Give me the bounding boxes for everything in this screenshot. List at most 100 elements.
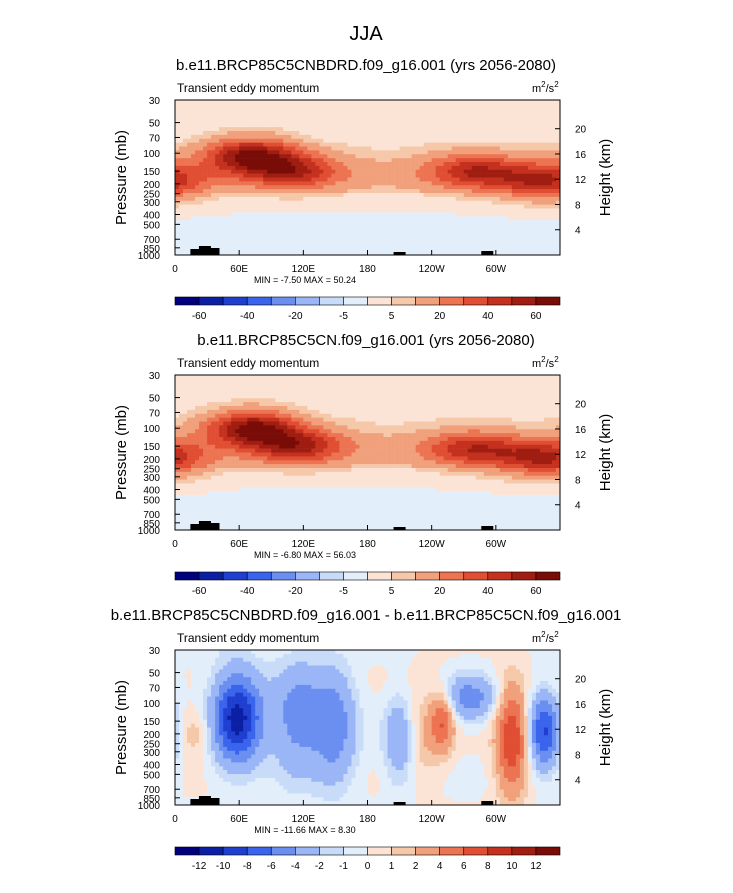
heatmap-cell <box>299 135 303 139</box>
heatmap-cell <box>339 100 343 104</box>
heatmap-cell <box>331 170 335 174</box>
heatmap-cell <box>456 143 460 147</box>
heatmap-cell <box>363 112 367 116</box>
heatmap-cell <box>396 193 400 197</box>
heatmap-cell <box>227 220 231 224</box>
heatmap-cell <box>267 205 271 209</box>
heatmap-cell <box>311 139 315 143</box>
heatmap-cell <box>183 224 187 228</box>
heatmap-cell <box>420 181 424 185</box>
heatmap-cell <box>464 232 468 236</box>
heatmap-cell <box>195 391 199 395</box>
heatmap-cell <box>187 174 191 178</box>
heatmap-cell <box>544 178 548 182</box>
heatmap-cell <box>468 135 472 139</box>
heatmap-cell <box>412 232 416 236</box>
heatmap-cell <box>271 209 275 213</box>
heatmap-cell <box>476 189 480 193</box>
heatmap-cell <box>368 131 372 135</box>
topography-mark <box>481 251 493 255</box>
heatmap-cell <box>187 507 191 511</box>
heatmap-cell <box>380 189 384 193</box>
heatmap-cell <box>400 232 404 236</box>
heatmap-cell <box>396 119 400 123</box>
heatmap-cell <box>412 166 416 170</box>
heatmap-cell <box>307 247 311 251</box>
heatmap-cell <box>239 205 243 209</box>
heatmap-cell <box>187 406 191 410</box>
heatmap-cell <box>416 209 420 213</box>
heatmap-cell <box>187 181 191 185</box>
heatmap-cell <box>215 402 219 406</box>
heatmap-cell <box>195 453 199 457</box>
heatmap-cell <box>496 209 500 213</box>
heatmap-cell <box>219 453 223 457</box>
heatmap-cell <box>311 243 315 247</box>
heatmap-cell <box>299 108 303 112</box>
heatmap-cell <box>255 456 259 460</box>
heatmap-cell <box>191 154 195 158</box>
heatmap-cell <box>283 139 287 143</box>
heatmap-cell <box>243 224 247 228</box>
heatmap-cell <box>472 135 476 139</box>
heatmap-cell <box>267 201 271 205</box>
heatmap-cell <box>243 491 247 495</box>
heatmap-cell <box>359 143 363 147</box>
heatmap-cell <box>259 143 263 147</box>
heatmap-cell <box>243 216 247 220</box>
heatmap-cell <box>380 193 384 197</box>
heatmap-cell <box>436 127 440 131</box>
heatmap-cell <box>400 116 404 120</box>
heatmap-cell <box>351 228 355 232</box>
heatmap-cell <box>275 247 279 251</box>
heatmap-cell <box>175 418 179 422</box>
heatmap-cell <box>396 116 400 120</box>
heatmap-cell <box>251 189 255 193</box>
heatmap-cell <box>368 201 372 205</box>
heatmap-cell <box>259 166 263 170</box>
heatmap-cell <box>247 143 251 147</box>
heatmap-cell <box>359 212 363 216</box>
heatmap-cell <box>536 216 540 220</box>
heatmap-cell <box>187 236 191 240</box>
heatmap-cell <box>339 135 343 139</box>
heatmap-cell <box>372 216 376 220</box>
heatmap-cell <box>548 116 552 120</box>
heatmap-cell <box>460 158 464 162</box>
heatmap-cell <box>416 139 420 143</box>
heatmap-cell <box>472 131 476 135</box>
heatmap-cell <box>552 243 556 247</box>
heatmap-cell <box>223 472 227 476</box>
heatmap-cell <box>464 197 468 201</box>
heatmap-cell <box>179 464 183 468</box>
heatmap-cell <box>235 108 239 112</box>
heatmap-cell <box>424 236 428 240</box>
heatmap-cell <box>335 135 339 139</box>
heatmap-cell <box>275 515 279 519</box>
heatmap-cell <box>291 205 295 209</box>
heatmap-cell <box>215 116 219 120</box>
heatmap-cell <box>440 108 444 112</box>
heatmap-cell <box>388 228 392 232</box>
heatmap-cell <box>259 402 263 406</box>
heatmap-cell <box>239 429 243 433</box>
heatmap-cell <box>448 139 452 143</box>
heatmap-cell <box>203 123 207 127</box>
heatmap-cell <box>251 240 255 244</box>
heatmap-cell <box>444 209 448 213</box>
heatmap-cell <box>279 422 283 426</box>
heatmap-cell <box>219 394 223 398</box>
heatmap-cell <box>235 127 239 131</box>
heatmap-cell <box>231 394 235 398</box>
heatmap-cell <box>388 220 392 224</box>
heatmap-cell <box>247 437 251 441</box>
heatmap-cell <box>396 185 400 189</box>
heatmap-cell <box>388 170 392 174</box>
heatmap-cell <box>420 209 424 213</box>
heatmap-cell <box>203 441 207 445</box>
heatmap-cell <box>392 119 396 123</box>
heatmap-cell <box>536 162 540 166</box>
heatmap-cell <box>223 228 227 232</box>
heatmap-cell <box>211 414 215 418</box>
heatmap-cell <box>211 212 215 216</box>
